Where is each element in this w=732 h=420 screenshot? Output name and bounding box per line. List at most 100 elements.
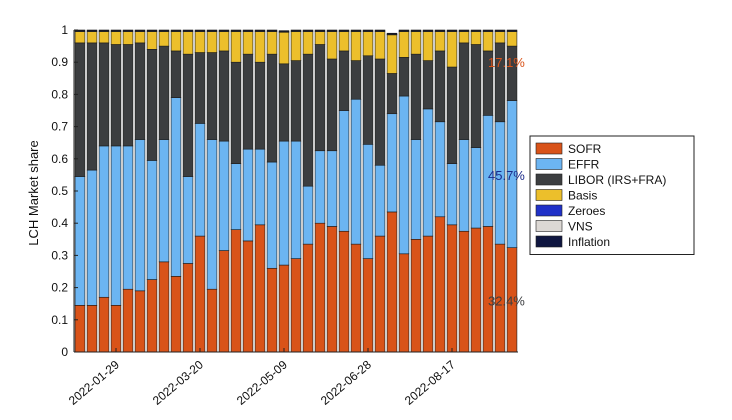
bars-layer <box>74 29 518 353</box>
bar-inflation-34 <box>482 29 494 32</box>
bar-sofr-8 <box>170 276 182 353</box>
bar-effr-35 <box>494 121 506 245</box>
bar-libor-irs-fra--8 <box>170 50 182 98</box>
bar-libor-irs-fra--24 <box>362 55 374 145</box>
bar-sofr-9 <box>182 263 194 353</box>
bar-effr-20 <box>314 150 326 224</box>
legend-label-2: LIBOR (IRS+FRA) <box>568 173 666 187</box>
bar-sofr-34 <box>482 226 494 353</box>
bar-inflation-2 <box>98 29 110 32</box>
bar-libor-irs-fra--21 <box>326 58 338 152</box>
bar-sofr-17 <box>278 264 290 353</box>
bar-effr-2 <box>98 145 110 298</box>
bar-basis-8 <box>170 31 182 52</box>
bar-libor-irs-fra--23 <box>350 60 362 100</box>
bar-basis-30 <box>434 31 446 52</box>
x-tick-label-0: 2022-01-29 <box>66 357 122 407</box>
bar-basis-14 <box>242 31 254 55</box>
bar-inflation-20 <box>314 29 326 32</box>
bar-inflation-26 <box>386 32 398 35</box>
bar-inflation-10 <box>194 29 206 32</box>
bar-basis-13 <box>230 31 242 63</box>
bar-basis-2 <box>98 31 110 44</box>
bar-libor-irs-fra--27 <box>398 57 410 97</box>
bar-sofr-5 <box>134 290 146 353</box>
bar-inflation-25 <box>374 29 386 32</box>
bar-libor-irs-fra--33 <box>470 44 482 148</box>
bar-sofr-7 <box>158 261 170 353</box>
bar-sofr-31 <box>446 224 458 353</box>
y-tick-label-7: 0.7 <box>51 120 68 134</box>
bar-basis-35 <box>494 31 506 44</box>
bar-basis-27 <box>398 31 410 58</box>
bar-effr-32 <box>458 139 470 232</box>
annotation-0: 17.1% <box>488 55 525 70</box>
bar-basis-12 <box>218 31 230 52</box>
bar-inflation-22 <box>338 29 350 32</box>
bar-libor-irs-fra--7 <box>158 45 170 140</box>
bar-libor-irs-fra--22 <box>338 50 350 111</box>
bar-effr-0 <box>74 176 86 306</box>
bar-inflation-14 <box>242 29 254 32</box>
bar-effr-24 <box>362 144 374 259</box>
bar-effr-16 <box>266 161 278 269</box>
bar-sofr-11 <box>206 288 218 353</box>
bar-effr-17 <box>278 140 290 266</box>
bar-inflation-1 <box>86 29 98 32</box>
bar-inflation-9 <box>182 29 194 32</box>
annotation-1: 45.7% <box>488 168 525 183</box>
bar-effr-21 <box>326 150 338 227</box>
y-tick-label-1: 0.1 <box>51 313 68 327</box>
legend-label-1: EFFR <box>568 158 600 172</box>
bar-basis-28 <box>410 31 422 55</box>
bar-effr-4 <box>122 145 134 290</box>
bar-effr-29 <box>422 108 434 237</box>
bar-basis-33 <box>470 31 482 45</box>
bar-inflation-32 <box>458 29 470 32</box>
bar-sofr-1 <box>86 305 98 353</box>
bar-effr-1 <box>86 169 98 306</box>
legend-label-6: Inflation <box>568 235 610 249</box>
bar-inflation-21 <box>326 29 338 32</box>
bar-inflation-13 <box>230 29 242 32</box>
bar-sofr-29 <box>422 235 434 353</box>
bar-effr-19 <box>302 185 314 245</box>
bar-sofr-10 <box>194 235 206 353</box>
bar-libor-irs-fra--0 <box>74 42 86 177</box>
legend-swatch-3 <box>535 189 563 201</box>
bar-libor-irs-fra--30 <box>434 50 446 123</box>
legend-swatch-2 <box>535 173 563 186</box>
x-tick-label-3: 2022-06-28 <box>318 357 374 407</box>
bar-libor-irs-fra--6 <box>146 49 158 161</box>
legend-swatch-0 <box>535 142 563 155</box>
bar-basis-24 <box>362 31 374 57</box>
bar-sofr-32 <box>458 230 470 353</box>
bar-effr-12 <box>218 140 230 251</box>
bar-inflation-28 <box>410 29 422 32</box>
legend-label-5: VNS <box>568 220 593 234</box>
bar-sofr-25 <box>374 235 386 353</box>
bar-basis-26 <box>386 34 398 74</box>
bar-libor-irs-fra--20 <box>314 44 326 152</box>
bar-inflation-27 <box>398 29 410 32</box>
x-tick-label-2: 2022-05-09 <box>234 357 290 407</box>
legend-swatch-6 <box>535 235 563 248</box>
bar-basis-9 <box>182 31 194 55</box>
bar-sofr-22 <box>338 230 350 353</box>
bar-effr-13 <box>230 163 242 230</box>
bar-effr-5 <box>134 139 146 292</box>
bar-basis-23 <box>350 31 362 61</box>
bar-sofr-23 <box>350 243 362 353</box>
bar-inflation-33 <box>470 29 482 32</box>
bar-sofr-3 <box>110 305 122 353</box>
bar-effr-28 <box>410 139 422 240</box>
bar-libor-irs-fra--19 <box>302 53 314 187</box>
bar-basis-32 <box>458 31 470 44</box>
bar-sofr-14 <box>242 240 254 353</box>
bar-effr-26 <box>386 113 398 213</box>
bar-basis-7 <box>158 31 170 47</box>
legend-swatch-5 <box>535 220 563 232</box>
bar-effr-6 <box>146 160 158 280</box>
bar-sofr-30 <box>434 216 446 353</box>
bar-basis-25 <box>374 31 386 60</box>
